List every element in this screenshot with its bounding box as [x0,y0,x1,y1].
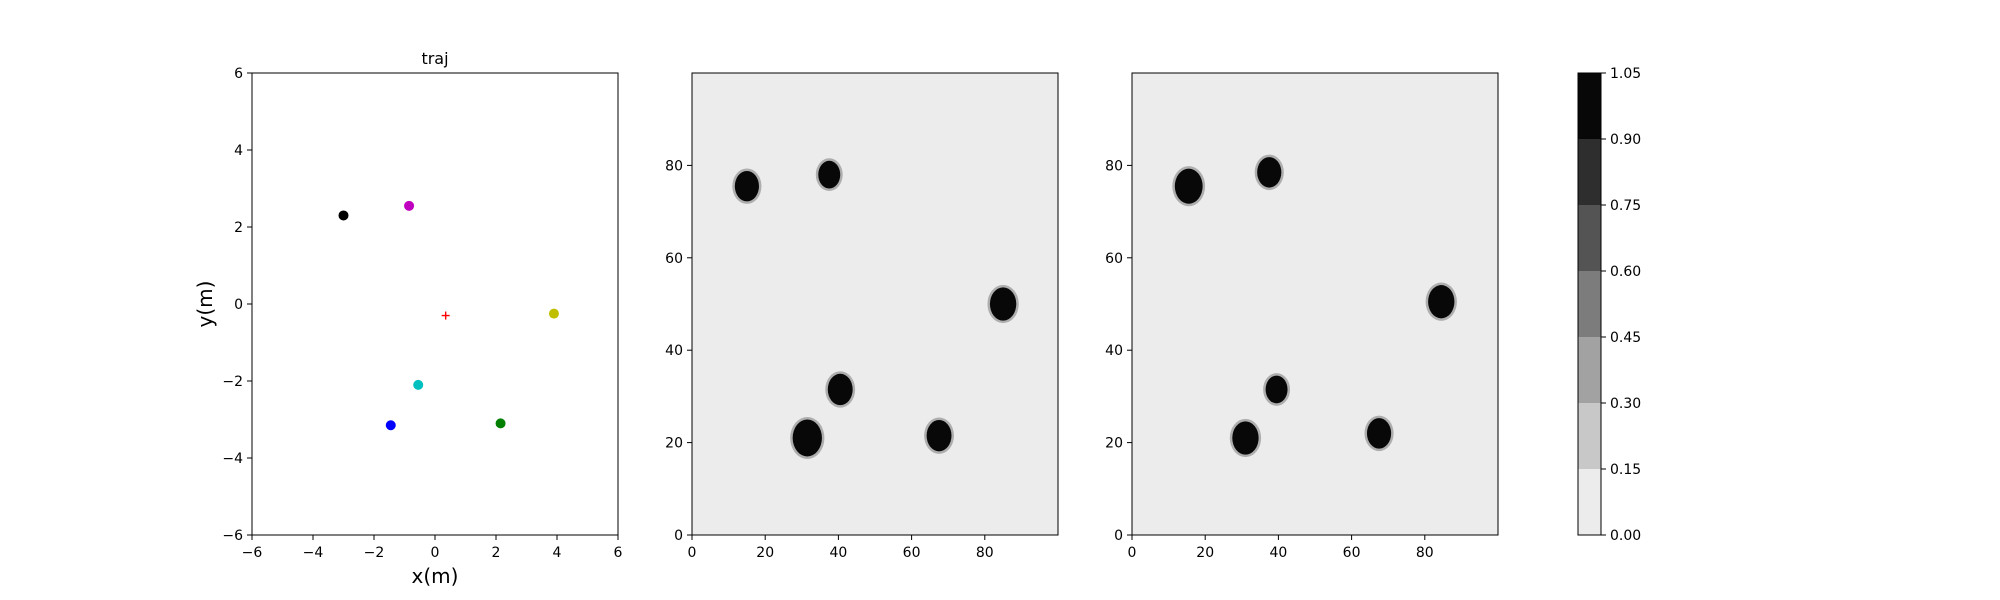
heatmap-2-y-tick-label: 60 [1105,251,1123,267]
trajectory-x-tick-label: −4 [303,545,324,561]
trajectory-y-tick-label: 2 [234,220,243,236]
heatmap-2-y-tick-label: 20 [1105,436,1123,452]
trajectory-x-tick-label: 2 [492,545,501,561]
colorbar-band [1578,139,1601,205]
obstacle-blob [1232,421,1259,455]
heatmap-2-y-axis: 0 20 40 60 80 [1105,158,1132,544]
obstacle-blob [1174,168,1203,204]
heatmap-2-y-tick-label: 40 [1105,343,1123,359]
trajectory-y-axis: −6 −4 −2 0 2 4 6 [222,66,252,544]
trajectory-y-tick-label: 0 [234,297,243,313]
colorbar-tick-label: 0.60 [1610,264,1641,280]
heatmap-2-x-tick-label: 20 [1196,545,1214,561]
trajectory-y-tick-label: −4 [222,451,243,467]
trajectory-y-tick-label: 4 [234,143,243,159]
trajectory-point [548,308,559,319]
trajectory-point [404,200,415,211]
heatmap-1-x-tick-label: 20 [756,545,774,561]
heatmap-1-x-tick-label: 0 [688,545,697,561]
trajectory-panel: −6 −4 −2 0 2 4 6 −6 −4 −2 0 2 4 6 traj x(m) y(m) [193,49,623,588]
heatmap-1-y-tick-label: 80 [665,158,683,174]
obstacle-blob [1428,285,1455,319]
target-marker [441,311,450,320]
obstacle-blob [827,373,853,406]
trajectory-y-tick-label: 6 [234,66,243,82]
heatmap-1-y-tick-label: 40 [665,343,683,359]
heatmap-1-x-axis: 0 20 40 60 80 [688,535,994,561]
heatmap-1-y-axis: 0 20 40 60 80 [665,158,692,544]
heatmap-1-x-tick-label: 40 [829,545,847,561]
heatmap-2-x-tick-label: 0 [1128,545,1137,561]
colorbar-ticks: 0.00 0.15 0.30 0.45 0.60 0.75 0.90 1.05 [1601,66,1641,544]
trajectory-point [338,210,349,221]
trajectory-y-tick-label: −2 [222,374,243,390]
heatmap-1-y-tick-label: 20 [665,436,683,452]
trajectory-x-tick-label: −2 [364,545,385,561]
colorbar-bands [1578,73,1601,535]
trajectory-y-label: y(m) [193,281,217,328]
heatmap-2-y-tick-label: 80 [1105,158,1123,174]
heatmap-2-y-tick-label: 0 [1114,528,1123,544]
heatmap-1-blobs [732,158,1019,459]
heatmap-2-x-tick-label: 40 [1269,545,1287,561]
obstacle-blob [1366,418,1392,449]
colorbar-band [1578,73,1601,139]
trajectory-points [338,200,559,431]
heatmap-2-frame [1131,72,1499,536]
colorbar-band [1578,403,1601,469]
obstacle-blob [1265,375,1288,404]
obstacle-blob [1257,157,1282,188]
trajectory-y-tick-label: −6 [222,528,243,544]
colorbar-tick-label: 0.45 [1610,330,1641,346]
trajectory-point [385,420,396,431]
colorbar-band [1578,205,1601,271]
heatmap-2-x-axis: 0 20 40 60 80 [1128,535,1434,561]
heatmap-panel-2: 0 20 40 60 80 0 20 40 60 80 [1105,72,1499,561]
colorbar-tick-label: 0.75 [1610,198,1641,214]
obstacle-blob [989,287,1017,321]
obstacle-blob [818,160,841,189]
trajectory-point [413,379,424,390]
trajectory-x-axis: −6 −4 −2 0 2 4 6 [242,535,623,561]
trajectory-x-tick-label: 6 [614,545,623,561]
heatmap-1-y-tick-label: 0 [674,528,683,544]
colorbar-band [1578,271,1601,337]
colorbar-tick-label: 0.15 [1610,462,1641,478]
heatmap-1-x-tick-label: 80 [976,545,994,561]
colorbar: 0.00 0.15 0.30 0.45 0.60 0.75 0.90 1.05 [1577,66,1641,544]
trajectory-plot-area [252,73,618,535]
obstacle-blob [792,419,822,457]
trajectory-x-tick-label: 0 [431,545,440,561]
obstacle-blob [734,170,759,202]
heatmap-2-x-tick-label: 60 [1343,545,1361,561]
colorbar-tick-label: 0.30 [1610,396,1641,412]
trajectory-point [495,418,506,429]
heatmap-2-x-tick-label: 80 [1416,545,1434,561]
colorbar-tick-label: 1.05 [1610,66,1641,82]
heatmap-1-x-tick-label: 60 [903,545,921,561]
heatmap-panel-1: 0 20 40 60 80 0 20 40 60 80 [665,72,1059,561]
heatmap-1-frame [691,72,1059,536]
trajectory-x-label: x(m) [412,564,459,588]
trajectory-title: traj [421,49,448,68]
colorbar-tick-label: 0.90 [1610,132,1641,148]
trajectory-x-tick-label: 4 [553,545,562,561]
heatmap-1-y-tick-label: 60 [665,251,683,267]
colorbar-band [1578,337,1601,403]
colorbar-frame [1577,72,1602,536]
colorbar-band [1578,469,1601,535]
obstacle-blob [926,419,952,452]
colorbar-tick-label: 0.00 [1610,528,1641,544]
heatmap-2-blobs [1172,154,1457,458]
trajectory-x-tick-label: −6 [242,545,263,561]
